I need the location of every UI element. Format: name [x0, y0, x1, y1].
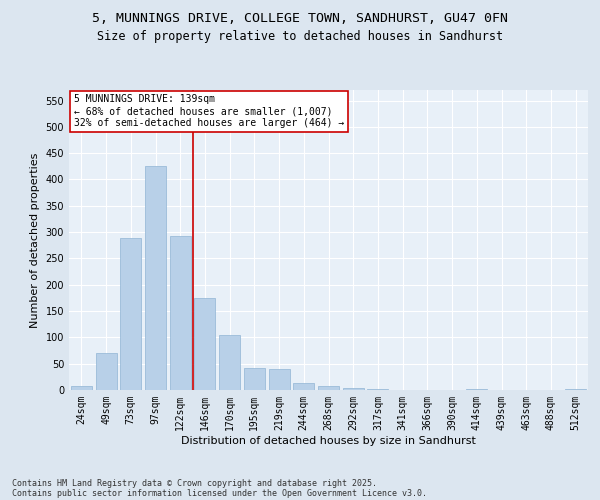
Text: Contains HM Land Registry data © Crown copyright and database right 2025.: Contains HM Land Registry data © Crown c…	[12, 478, 377, 488]
Text: 5 MUNNINGS DRIVE: 139sqm
← 68% of detached houses are smaller (1,007)
32% of sem: 5 MUNNINGS DRIVE: 139sqm ← 68% of detach…	[74, 94, 344, 128]
Text: 5, MUNNINGS DRIVE, COLLEGE TOWN, SANDHURST, GU47 0FN: 5, MUNNINGS DRIVE, COLLEGE TOWN, SANDHUR…	[92, 12, 508, 26]
Text: Contains public sector information licensed under the Open Government Licence v3: Contains public sector information licen…	[12, 488, 427, 498]
Bar	[343, 388, 364, 390]
Bar	[244, 368, 265, 390]
X-axis label: Distribution of detached houses by size in Sandhurst: Distribution of detached houses by size …	[181, 436, 476, 446]
Bar	[318, 386, 339, 390]
Bar	[95, 352, 116, 390]
Text: Size of property relative to detached houses in Sandhurst: Size of property relative to detached ho…	[97, 30, 503, 43]
Bar	[269, 369, 290, 390]
Bar	[120, 238, 141, 390]
Bar	[219, 334, 240, 390]
Bar	[145, 166, 166, 390]
Bar	[71, 386, 92, 390]
Bar	[194, 298, 215, 390]
Y-axis label: Number of detached properties: Number of detached properties	[30, 152, 40, 328]
Bar	[170, 236, 191, 390]
Bar	[293, 382, 314, 390]
